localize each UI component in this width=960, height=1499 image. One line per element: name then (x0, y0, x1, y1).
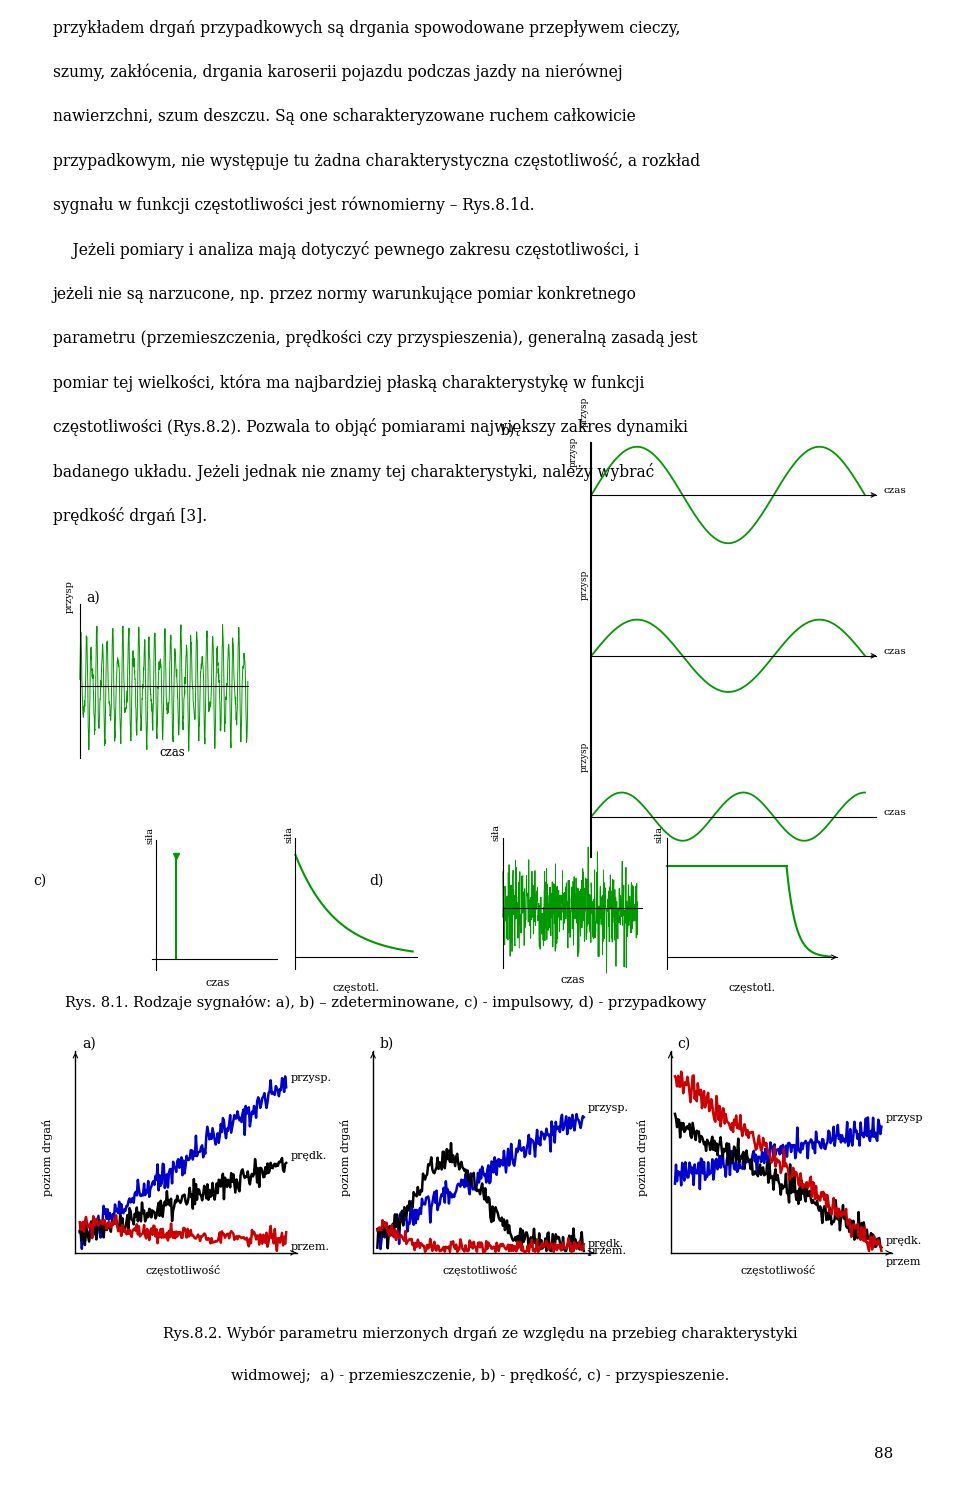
Text: poziom drgań: poziom drgań (42, 1118, 53, 1196)
Text: siła: siła (655, 826, 663, 844)
Text: przysp: przysp (580, 396, 588, 427)
Text: Rys. 8.1. Rodzaje sygnałów: a), b) – zdeterminowane, c) - impulsowy, d) - przypa: Rys. 8.1. Rodzaje sygnałów: a), b) – zde… (65, 995, 706, 1010)
Text: przem.: przem. (291, 1241, 329, 1252)
Text: czas: czas (883, 487, 906, 496)
Text: prędk.: prędk. (588, 1240, 624, 1249)
Text: poziom drgań: poziom drgań (340, 1118, 350, 1196)
Text: częstotliwość: częstotliwość (443, 1265, 518, 1276)
Text: nawierzchni, szum deszczu. Są one scharakteryzowane ruchem całkowicie: nawierzchni, szum deszczu. Są one schara… (53, 108, 636, 126)
Text: przysp: przysp (568, 436, 578, 466)
Text: Jeżeli pomiary i analiza mają dotyczyć pewnego zakresu częstotliwości, i: Jeżeli pomiary i analiza mają dotyczyć p… (53, 241, 638, 259)
Text: b): b) (379, 1037, 394, 1051)
Text: przysp: przysp (580, 570, 588, 600)
Text: prędk.: prędk. (291, 1151, 326, 1162)
Text: d): d) (370, 874, 384, 887)
Text: siła: siła (146, 827, 155, 844)
Text: 88: 88 (874, 1447, 893, 1462)
Text: przem.: przem. (588, 1246, 627, 1256)
Text: przysp.: przysp. (291, 1073, 331, 1084)
Text: czas: czas (883, 808, 906, 817)
Text: częstotliwość: częstotliwość (145, 1265, 221, 1276)
Text: pomiar tej wielkości, która ma najbardziej płaską charakterystykę w funkcji: pomiar tej wielkości, która ma najbardzi… (53, 375, 644, 391)
Text: c): c) (34, 874, 47, 887)
Text: Rys.8.2. Wybór parametru mierzonych drgań ze względu na przebieg charakterystyki: Rys.8.2. Wybór parametru mierzonych drga… (162, 1325, 798, 1342)
Text: czas: czas (561, 976, 586, 985)
Text: a): a) (82, 1037, 96, 1051)
Text: badanego układu. Jeżeli jednak nie znamy tej charakterystyki, należy wybrać: badanego układu. Jeżeli jednak nie znamy… (53, 463, 654, 481)
Text: czas: czas (159, 747, 185, 758)
Text: przykładem drgań przypadkowych są drgania spowodowane przepływem cieczy,: przykładem drgań przypadkowych są drgani… (53, 19, 681, 37)
Text: b): b) (500, 424, 515, 438)
Text: przysp: przysp (65, 580, 74, 613)
Text: widmowej;  a) - przemieszczenie, b) - prędkość, c) - przyspieszenie.: widmowej; a) - przemieszczenie, b) - prę… (230, 1367, 730, 1384)
Text: siła: siła (492, 824, 500, 841)
Text: jeżeli nie są narzucone, np. przez normy warunkujące pomiar konkretnego: jeżeli nie są narzucone, np. przez normy… (53, 286, 636, 303)
Text: poziom drgań: poziom drgań (637, 1118, 648, 1196)
Text: prędkość drgań [3].: prędkość drgań [3]. (53, 507, 207, 525)
Text: przysp: przysp (580, 742, 588, 772)
Text: parametru (przemieszczenia, prędkości czy przyspieszenia), generalną zasadą jest: parametru (przemieszczenia, prędkości cz… (53, 330, 697, 348)
Text: sygnału w funkcji częstotliwości jest równomierny – Rys.8.1d.: sygnału w funkcji częstotliwości jest ró… (53, 196, 535, 214)
Text: prędk.: prędk. (886, 1235, 922, 1246)
Text: czas: czas (205, 979, 229, 988)
Text: częstotliwości (Rys.8.2). Pozwala to objąć pomiarami największy zakres dynamiki: częstotliwości (Rys.8.2). Pozwala to obj… (53, 418, 687, 436)
Text: częstotl.: częstotl. (729, 983, 776, 994)
Text: przypadkowym, nie występuje tu żadna charakterystyczna częstotliwość, a rozkład: przypadkowym, nie występuje tu żadna cha… (53, 153, 700, 171)
Text: częstotliwość: częstotliwość (740, 1265, 816, 1276)
Text: c): c) (677, 1037, 690, 1051)
Text: szumy, zakłócenia, drgania karoserii pojazdu podczas jazdy na nierównej: szumy, zakłócenia, drgania karoserii poj… (53, 64, 622, 81)
Text: przysp.: przysp. (588, 1103, 629, 1114)
Text: czas: czas (883, 648, 906, 657)
Text: a): a) (86, 591, 100, 606)
Text: przem: przem (886, 1256, 922, 1267)
Text: przysp: przysp (886, 1112, 924, 1123)
Text: częstotl.: częstotl. (333, 983, 380, 994)
Text: siła: siła (285, 826, 294, 844)
